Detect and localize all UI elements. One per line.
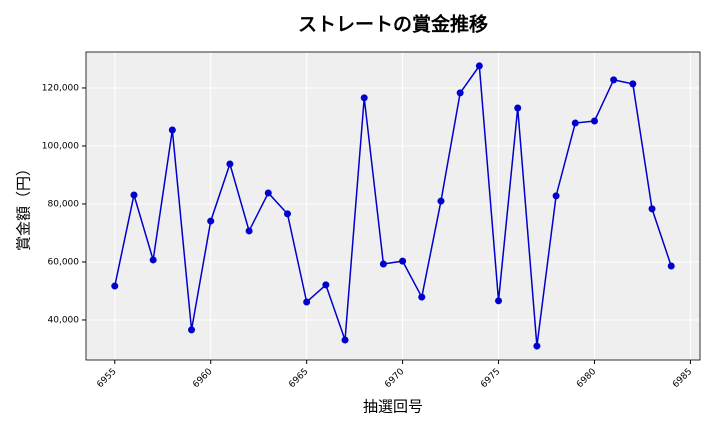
plot-border [85,51,701,361]
data-point [418,293,426,301]
y-tick-label: 80,000 [48,199,80,209]
x-tick-label: 6985 [671,367,694,390]
x-tick-label: 6960 [191,367,214,390]
data-point [667,262,675,270]
data-point [130,191,138,199]
data-point [571,119,579,127]
data-point [264,189,272,197]
data-point [456,89,464,97]
data-point [437,197,445,205]
data-point [149,256,157,264]
data-point [226,160,234,168]
y-tick-label: 40,000 [48,315,80,325]
data-point [188,326,196,334]
data-point [283,210,291,218]
plot-area [86,52,700,360]
x-tick-label: 6955 [95,367,118,390]
data-point [322,281,330,289]
data-point [360,94,368,102]
data-point [590,117,598,125]
data-point [495,297,503,305]
x-tick-label: 6965 [287,367,310,390]
data-point [610,76,618,84]
data-point [399,257,407,265]
data-point [629,80,637,88]
data-point [207,217,215,225]
x-tick-label: 6970 [383,367,406,390]
data-point [648,205,656,213]
data-point [111,282,119,290]
y-axis-label: 賞金額（円） [15,161,33,251]
data-point [533,342,541,350]
y-tick-label: 100,000 [42,141,79,151]
data-point [379,260,387,268]
chart-title: ストレートの賞金推移 [298,13,488,36]
x-axis-label: 抽選回号 [363,398,423,416]
data-point [341,336,349,344]
x-tick-label: 6980 [575,367,598,390]
data-point [168,126,176,134]
data-point [303,298,311,306]
x-tick-label: 6975 [479,367,502,390]
data-point [475,62,483,70]
data-point [552,192,560,200]
y-tick-label: 60,000 [48,257,80,267]
data-point [245,227,253,235]
y-tick-label: 120,000 [42,83,79,93]
data-point [514,104,522,112]
